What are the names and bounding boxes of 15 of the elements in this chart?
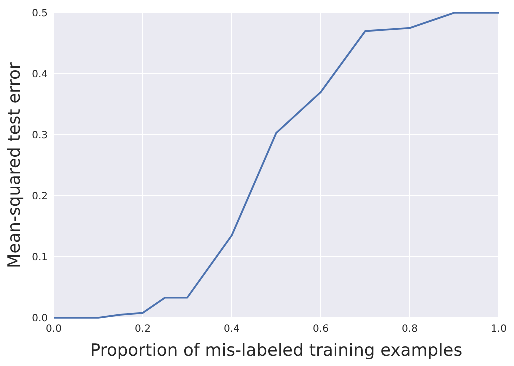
x-tick-label: 0.8 (402, 324, 418, 335)
y-tick-label: 0.3 (32, 130, 48, 142)
y-axis-title: Mean-squared test error (5, 62, 25, 268)
y-tick-label: 0.0 (32, 314, 48, 324)
y-tick-label: 0.4 (32, 70, 48, 80)
y-tick-label: 0.1 (32, 252, 48, 264)
x-tick-label: 0.4 (224, 324, 240, 335)
x-tick-label: 1.0 (491, 324, 507, 335)
x-tick-label: 0.0 (46, 324, 62, 335)
x-tick-label: 0.2 (135, 324, 151, 335)
x-axis-title: Proportion of mis-labeled training examples (90, 341, 463, 361)
y-tick-label: 0.2 (32, 192, 48, 202)
x-tick-label: 0.6 (313, 324, 329, 335)
y-tick-label: 0.5 (32, 8, 48, 20)
line-series (53, 12, 500, 319)
